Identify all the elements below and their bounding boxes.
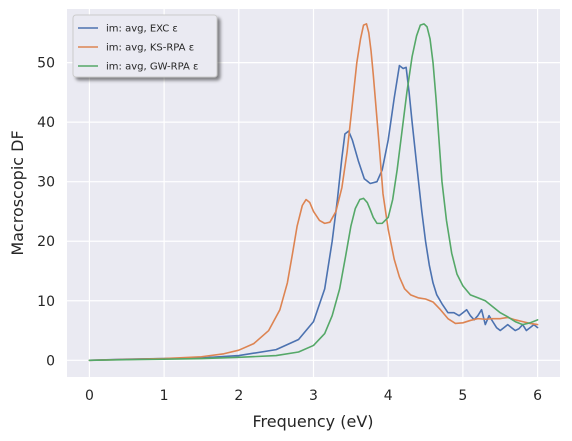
x-tick-label: 5 (458, 388, 467, 404)
legend-box (72, 14, 218, 78)
y-tick-label: 0 (46, 353, 55, 369)
y-tick-label: 30 (37, 175, 55, 191)
series-line-1 (88, 64, 539, 362)
x-tick-label: 6 (533, 388, 542, 404)
series-lines (88, 23, 539, 362)
x-tick-label: 2 (234, 388, 243, 404)
x-tick-label: 1 (160, 388, 169, 404)
series-line-2 (88, 23, 539, 362)
grid-lines (67, 9, 560, 377)
x-tick-label: 0 (85, 388, 94, 404)
legend-label: im: avg, KS-RPA ε (106, 43, 194, 54)
y-tick-label: 10 (37, 294, 55, 310)
y-tick-label: 20 (37, 234, 55, 250)
legend-entries: im: avg, EXC ε im: avg, KS-RPA ε im: avg, … (78, 24, 198, 73)
y-tick-label: 40 (37, 115, 55, 131)
y-tick-label: 50 (37, 56, 55, 72)
y-axis-label: Macroscopic DF (8, 130, 27, 255)
legend-label: im: avg, EXC ε (106, 24, 178, 35)
x-axis-label: Frequency (eV) (252, 412, 373, 431)
x-tick-label: 3 (309, 388, 318, 404)
x-tick-label: 4 (384, 388, 393, 404)
series-line-3 (88, 23, 539, 362)
legend-label: im: avg, GW-RPA ε (106, 62, 198, 73)
legend: im: avg, EXC ε im: avg, KS-RPA ε im: avg, … (72, 14, 218, 78)
tick-labels: 0 1 2 3 4 5 6 0 10 20 30 40 50 (37, 56, 542, 404)
